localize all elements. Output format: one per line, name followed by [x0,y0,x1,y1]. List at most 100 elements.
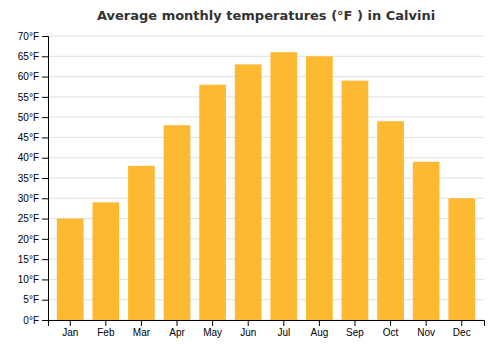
bar [306,56,333,320]
x-tick-label: Aug [310,327,328,338]
y-tick-label: 40°F [18,152,39,163]
bar [448,198,475,320]
x-tick: Nov [417,320,435,338]
x-tick-label: Apr [169,327,185,338]
y-tick: 70°F [18,31,48,42]
y-tick-mark [42,158,48,159]
y-tick: 25°F [18,213,48,224]
y-axis-line [42,37,49,321]
x-tick-mark [319,320,320,326]
x-tick-mark [212,320,213,326]
x-tick: Oct [383,320,399,338]
y-tick-label: 0°F [23,315,39,326]
grid-line [48,76,484,77]
y-tick: 5°F [23,294,48,305]
y-tick-label: 30°F [18,193,39,204]
y-tick: 50°F [18,112,48,123]
y-tick-mark [42,259,48,260]
x-tick-label: Sep [346,327,364,338]
y-tick-label: 35°F [18,173,39,184]
x-tick-label: Nov [417,327,435,338]
x-tick: Jul [277,320,290,338]
x-tick-label: Feb [97,327,115,338]
y-tick: 0°F [23,315,48,326]
y-tick-label: 5°F [23,294,39,305]
grid-line [48,157,484,158]
x-tick-mark [70,320,71,326]
y-tick: 45°F [18,132,48,143]
x-axis-line [49,321,485,327]
y-tick-label: 10°F [18,274,39,285]
bar [270,52,297,320]
y-tick-mark [42,219,48,220]
bar [199,85,226,320]
x-tick-mark [177,320,178,326]
x-tick-label: Oct [383,327,399,338]
x-tick: Dec [453,320,471,338]
x-tick: Sep [346,320,364,338]
y-tick-mark [42,300,48,301]
y-tick-mark [42,320,48,321]
y-tick-mark [42,36,48,37]
x-tick-label: Dec [453,327,471,338]
y-tick-mark [42,117,48,118]
y-axis: 0°F 5°F 10°F 15°F 20°F 25°F 30°F 35°F 40°F 45°F 50… [18,31,49,326]
x-tick-mark [105,320,106,326]
x-tick: Apr [169,320,185,338]
x-tick-mark [390,320,391,326]
grid [48,36,484,320]
bar [235,64,262,320]
x-tick-label: Jan [62,327,78,338]
y-tick: 20°F [18,234,48,245]
y-tick-label: 70°F [18,31,39,42]
grid-line [48,117,484,118]
grid-line [48,36,484,37]
y-tick-label: 25°F [18,213,39,224]
title: Average monthly temperatures (°F ) in Ca… [97,8,435,23]
bar [128,166,155,320]
x-axis: Jan Feb Mar Apr May Jun Jul Aug Sep Oct Nov Dec [49,320,485,338]
y-tick-mark [42,77,48,78]
y-tick-mark [42,239,48,240]
y-tick-label: 60°F [18,71,39,82]
bar [92,202,119,320]
y-tick: 65°F [18,51,48,62]
x-tick: Feb [97,320,115,338]
y-tick-mark [42,279,48,280]
y-tick: 60°F [18,71,48,82]
x-tick: Jun [240,320,256,338]
x-tick: May [203,320,222,338]
grid-line [48,56,484,57]
y-tick-label: 65°F [18,51,39,62]
bar [342,81,369,320]
y-tick-label: 15°F [18,254,39,265]
bars [57,52,475,320]
x-tick-label: Mar [133,327,151,338]
chart: Jan Feb Mar Apr May Jun Jul Aug Sep Oct Nov Dec 0°F 5… [0,0,500,350]
grid-line [48,96,484,97]
y-tick-mark [42,198,48,199]
y-tick-mark [42,137,48,138]
grid-line [48,137,484,138]
x-tick-mark [461,320,462,326]
y-tick-label: 50°F [18,112,39,123]
x-tick: Aug [310,320,328,338]
y-tick-mark [42,178,48,179]
y-tick: 40°F [18,152,48,163]
x-tick: Jan [62,320,78,338]
x-tick-mark [354,320,355,326]
y-tick: 30°F [18,193,48,204]
y-tick-label: 45°F [18,132,39,143]
y-tick: 10°F [18,274,48,285]
x-tick: Mar [133,320,151,338]
y-tick: 15°F [18,254,48,265]
x-tick-label: Jun [240,327,256,338]
y-tick-label: 55°F [18,92,39,103]
y-tick-mark [42,56,48,57]
y-tick: 55°F [18,92,48,103]
bar [413,162,440,320]
x-tick-mark [283,320,284,326]
bar [377,121,404,320]
x-tick-label: Jul [277,327,290,338]
y-tick-mark [42,97,48,98]
